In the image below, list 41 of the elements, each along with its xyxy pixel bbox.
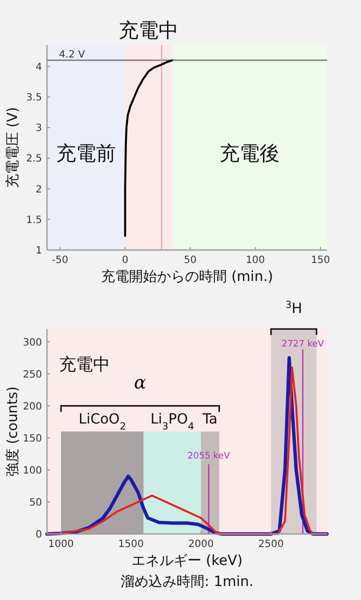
x-tick-label: 1500 bbox=[118, 539, 144, 550]
y-axis-title: 強度 (counts) bbox=[5, 386, 21, 477]
y-tick-label: 3 bbox=[36, 123, 42, 134]
x-tick-label: 50 bbox=[184, 255, 197, 266]
ref-line-label: 2727 keV bbox=[282, 340, 325, 350]
y-tick-label: 100 bbox=[22, 465, 42, 476]
x-tick-label: 1000 bbox=[48, 539, 74, 550]
y-tick-label: 2.5 bbox=[26, 154, 42, 165]
y-tick-label: 1 bbox=[36, 246, 42, 256]
y-axis-title: 充電電圧 (V) bbox=[5, 107, 21, 188]
y-tick-label: 200 bbox=[22, 401, 42, 412]
band-label: 充電前 bbox=[56, 140, 116, 165]
x-tick-label: 2500 bbox=[258, 539, 284, 550]
band-label: $^{3}$H bbox=[285, 300, 302, 317]
x-tick-label: 2000 bbox=[188, 539, 214, 550]
band-label: Ta bbox=[202, 412, 218, 428]
ref-line-label: 2055 keV bbox=[188, 451, 231, 462]
band-label: Li$_{3}$PO$_{4}$ bbox=[150, 412, 194, 432]
band-label: LiCoO$_{2}$ bbox=[78, 412, 126, 432]
y-tick-label: 4 bbox=[36, 62, 42, 73]
band-label: 充電中 bbox=[59, 355, 110, 375]
line-series bbox=[124, 59, 174, 237]
y-tick-label: 250 bbox=[22, 369, 42, 380]
x-tick-label: 100 bbox=[246, 255, 265, 266]
x-tick-label: 150 bbox=[310, 255, 330, 266]
x-tick-label: -50 bbox=[52, 255, 68, 266]
text: 溜め込み時間: 1min. bbox=[120, 574, 254, 590]
y-tick-label: 2 bbox=[36, 184, 42, 196]
annotation: α bbox=[134, 372, 146, 394]
y-tick-label: 1.5 bbox=[26, 214, 42, 226]
ref-line-label: 4.2 V bbox=[59, 49, 86, 60]
band-label: 充電中 bbox=[118, 18, 179, 42]
y-tick-label: 300 bbox=[22, 337, 42, 348]
y-tick-label: 0 bbox=[36, 530, 42, 540]
y-tick-label: 50 bbox=[29, 497, 42, 508]
band-label: 充電後 bbox=[220, 140, 280, 165]
y-tick-label: 150 bbox=[22, 433, 42, 444]
y-tick-label: 3.5 bbox=[26, 92, 42, 104]
x-axis-title: 充電開始からの時間 (min.) bbox=[100, 269, 274, 285]
x-tick-label: 0 bbox=[122, 255, 128, 266]
x-axis-title: エネルギー (keV) bbox=[131, 553, 243, 569]
